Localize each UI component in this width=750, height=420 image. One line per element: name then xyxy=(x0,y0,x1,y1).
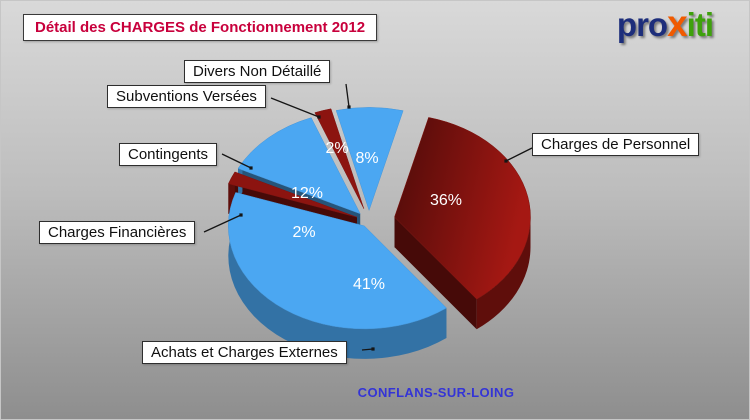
pie-slice-cut-wall xyxy=(394,217,477,330)
pie-slice-rim-wall xyxy=(476,217,531,330)
slice-callout-label: Contingents xyxy=(119,143,218,166)
pie-slice xyxy=(228,192,447,330)
proxiti-logo: proxiti xyxy=(616,3,714,45)
slice-callout-label: Charges Financières xyxy=(39,221,196,244)
pie-slice xyxy=(394,117,531,300)
callout-line-dot xyxy=(249,166,253,170)
location-label: CONFLANS-SUR-LOING xyxy=(357,385,515,400)
callout-line-dot xyxy=(347,105,351,109)
slice-callout-label: Divers Non Détaillé xyxy=(184,60,331,83)
pie-slice-rim-wall xyxy=(228,192,447,359)
callout-line-dot xyxy=(504,159,508,163)
slice-percent-label: 12% xyxy=(291,185,323,202)
callout-line xyxy=(221,153,252,169)
callout-line-dot xyxy=(317,115,321,119)
slice-percent-label: 8% xyxy=(355,150,378,167)
callout-line xyxy=(505,147,533,162)
logo-part-pro: pro xyxy=(616,6,668,43)
callout-line xyxy=(361,348,374,351)
slice-percent-label: 2% xyxy=(325,140,348,157)
chart-title: Détail des CHARGES de Fonctionnement 201… xyxy=(23,14,378,41)
slice-callout-label: Achats et Charges Externes xyxy=(142,341,347,364)
pie-slice xyxy=(237,117,361,215)
pie-slice xyxy=(314,108,365,209)
slice-percent-label: 2% xyxy=(292,224,315,241)
callout-line xyxy=(345,83,350,108)
pie-slice xyxy=(228,171,358,218)
callout-line xyxy=(270,97,320,118)
callout-line xyxy=(203,214,242,233)
logo-part-x: x xyxy=(667,3,688,44)
callout-line-dot xyxy=(239,213,243,217)
pie-slice xyxy=(335,107,404,212)
slice-callout-label: Charges de Personnel xyxy=(532,133,700,156)
slice-percent-label: 36% xyxy=(430,192,462,209)
callout-line-dot xyxy=(371,347,375,351)
slice-callout-label: Subventions Versées xyxy=(107,85,266,108)
logo-part-iti: iti xyxy=(686,6,714,43)
slice-percent-label: 41% xyxy=(353,276,385,293)
